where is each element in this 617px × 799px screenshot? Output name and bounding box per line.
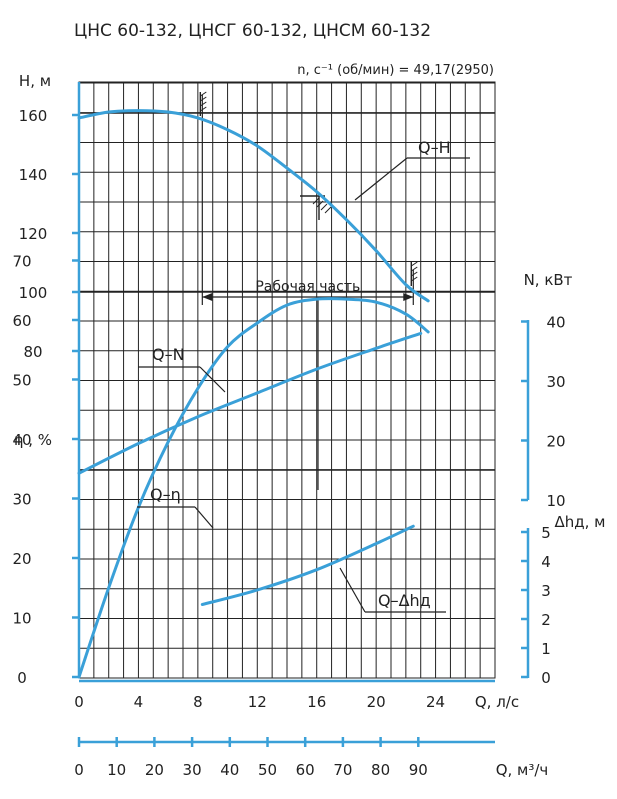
- hatch-mark-right-hatch: [411, 276, 418, 282]
- marks: Рабочая часть: [199, 91, 418, 490]
- hatch-mark-mid-hatch: [324, 206, 332, 214]
- label-q-h-leader: [354, 157, 408, 201]
- qm-tick-label: 60: [296, 761, 315, 779]
- h-tick-label: 140: [19, 166, 48, 184]
- working-zone-arrow-right: [403, 293, 414, 301]
- curve-q-npsh: [200, 524, 415, 606]
- npsh-axis-label: Δhд, м: [555, 513, 606, 531]
- label-q-h: Q–H: [418, 138, 451, 157]
- hatch-mark-mid-hatch: [320, 203, 328, 211]
- npsh-tick-label: 1: [541, 640, 551, 658]
- hatch-mark-right-hatch: [411, 261, 418, 267]
- curve-q-eta: [77, 297, 430, 679]
- grid: [78, 81, 496, 679]
- eta-tick-label: 30: [12, 491, 31, 509]
- eta-tick-label: 50: [12, 372, 31, 390]
- qm-tick-label: 10: [107, 761, 126, 779]
- npsh-tick-label: 4: [541, 553, 551, 571]
- eta-tick-label: 60: [12, 312, 31, 330]
- label-q-npsh: Q–Δhд: [378, 591, 431, 610]
- eta-tick-label: 0: [17, 669, 27, 687]
- speed-label: n, с⁻¹ (об/мин) = 49,17(2950): [297, 63, 494, 78]
- q-tick-label: 20: [367, 693, 386, 711]
- q-tick-label: 8: [193, 693, 203, 711]
- q-axis-label: Q, л/с: [475, 693, 519, 711]
- n-tick-label: 10: [546, 492, 565, 510]
- label-q-npsh-leader: [339, 567, 366, 613]
- working-zone-arrow-left: [202, 293, 213, 301]
- hatch-mark-left-hatch: [200, 106, 207, 112]
- h-tick-label: 100: [19, 284, 48, 302]
- npsh-tick-label: 0: [541, 669, 551, 687]
- qm-tick-label: 0: [74, 761, 84, 779]
- hatch-mark-left-hatch: [200, 91, 207, 97]
- n-tick-label: 30: [546, 373, 565, 391]
- qm-tick-label: 30: [183, 761, 202, 779]
- eta-tick-label: 20: [12, 550, 31, 568]
- npsh-tick-label: 3: [541, 582, 551, 600]
- curves: [77, 109, 430, 679]
- q-tick-label: 4: [134, 693, 144, 711]
- label-q-n-leader: [199, 366, 226, 393]
- working-zone-label: Рабочая часть: [255, 279, 360, 295]
- label-q-n: Q–N: [152, 345, 185, 364]
- eta-axis-label: η , %: [14, 431, 52, 449]
- qm-tick-label: 70: [333, 761, 352, 779]
- qm-tick-label: 40: [220, 761, 239, 779]
- eta-tick-label: 40: [12, 431, 31, 449]
- n-axis-label: N, кВт: [524, 271, 573, 289]
- qm-tick-label: 50: [258, 761, 277, 779]
- labels: Q–H Q–N Q–η Q–Δhд: [137, 138, 470, 613]
- h-tick-label: 160: [19, 107, 48, 125]
- h-tick-label: 80: [23, 343, 42, 361]
- hatch-mark-right-hatch: [411, 271, 418, 277]
- chart-title: ЦНС 60-132, ЦНСГ 60-132, ЦНСМ 60-132: [74, 21, 431, 41]
- n-tick-label: 40: [546, 314, 565, 332]
- q-tick-label: 0: [74, 693, 84, 711]
- q-tick-label: 24: [426, 693, 445, 711]
- npsh-tick-label: 2: [541, 611, 551, 629]
- qm-tick-label: 20: [145, 761, 164, 779]
- qm-tick-label: 80: [371, 761, 390, 779]
- hatch-mark-left-hatch: [200, 96, 207, 102]
- hatch-mark-right-hatch: [411, 266, 418, 272]
- q-tick-label: 16: [307, 693, 326, 711]
- hatch-mark-mid-hatch: [312, 197, 320, 205]
- npsh-tick-label: 5: [541, 524, 551, 542]
- hatch-mark-left-hatch: [200, 101, 207, 107]
- eta-tick-label: 10: [12, 610, 31, 628]
- qm-axis-label: Q, м³/ч: [496, 761, 549, 779]
- qm-tick-label: 90: [409, 761, 428, 779]
- hatch-mark-mid-hatch: [316, 200, 324, 208]
- eta-tick-label: 70: [12, 253, 31, 271]
- label-q-eta-leader: [194, 506, 214, 529]
- n-tick-label: 20: [546, 433, 565, 451]
- h-tick-label: 120: [19, 225, 48, 243]
- curve-q-n: [77, 331, 423, 475]
- h-axis-label: Н, м: [19, 72, 51, 90]
- q-tick-label: 12: [248, 693, 267, 711]
- label-q-eta: Q–η: [150, 485, 181, 504]
- curve-q-h: [77, 109, 430, 303]
